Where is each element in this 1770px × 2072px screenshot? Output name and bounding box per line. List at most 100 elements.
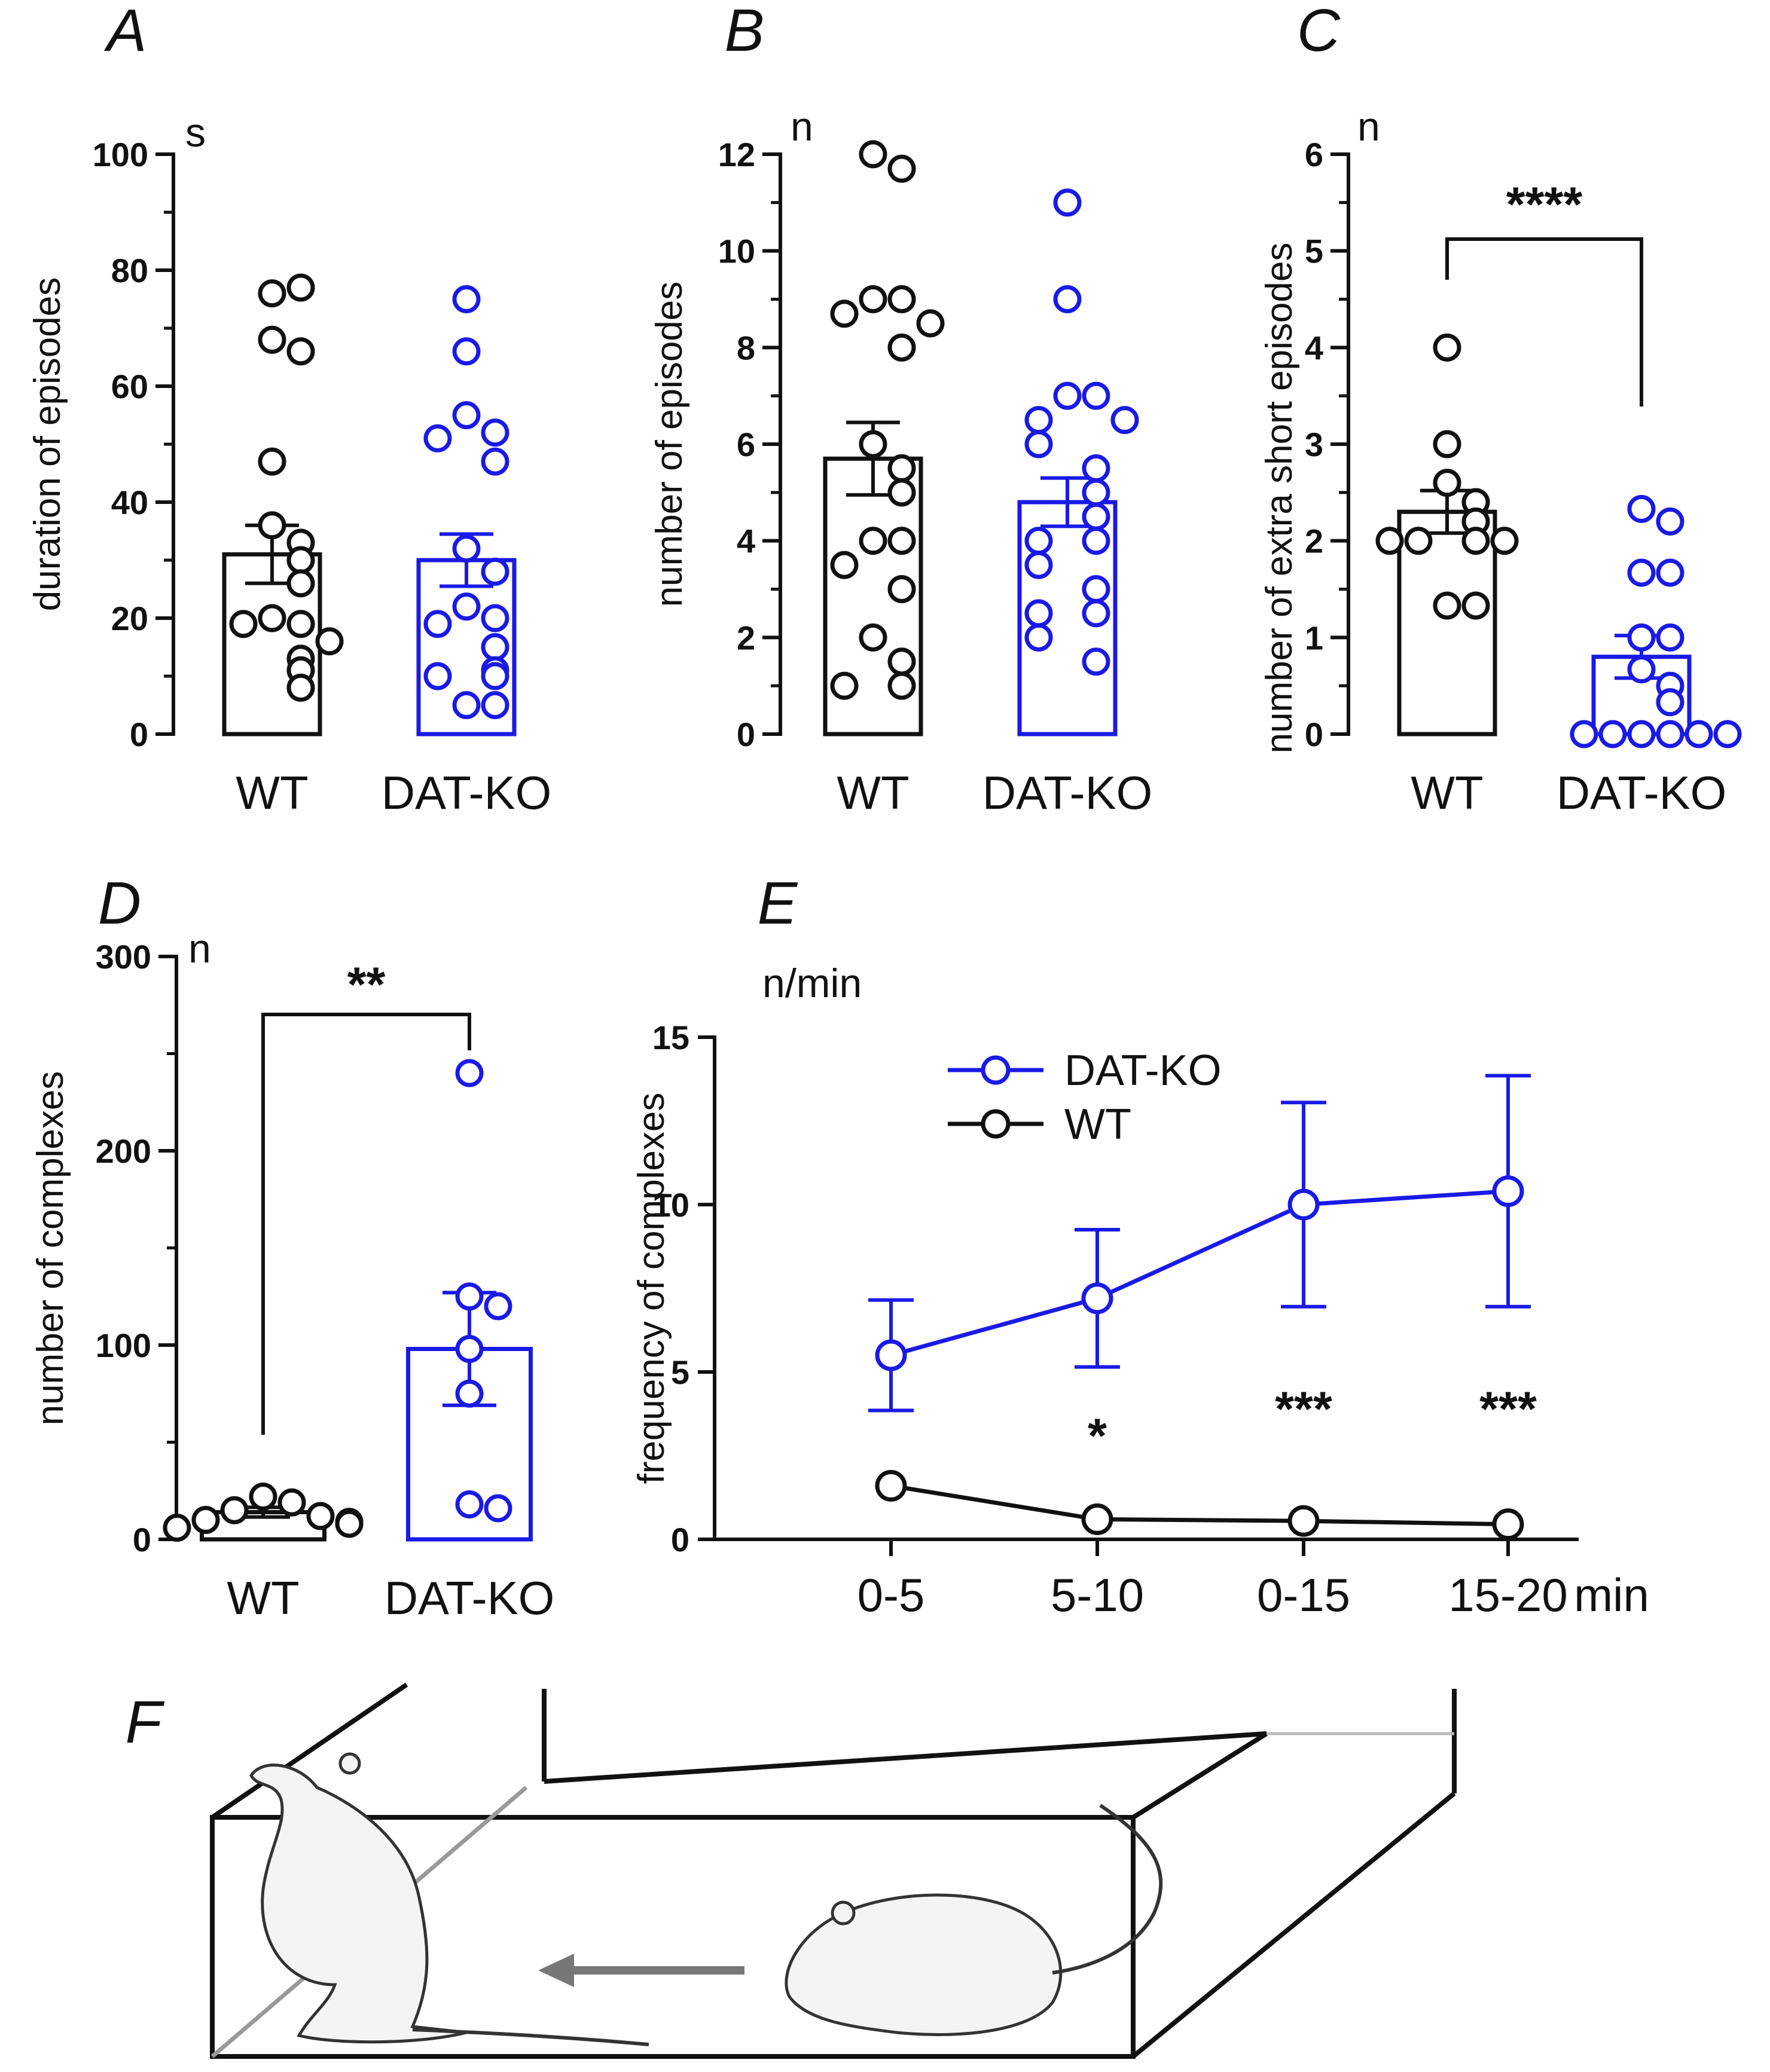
data-point xyxy=(1656,623,1684,652)
data-point xyxy=(830,551,859,579)
rat-rearing-tail xyxy=(412,2028,649,2046)
data-point xyxy=(423,424,452,453)
data-point xyxy=(916,309,945,338)
data-point xyxy=(1287,1188,1320,1221)
y-tick-label: 12 xyxy=(718,136,755,173)
data-point xyxy=(887,575,916,603)
box-front-face xyxy=(210,1815,1136,2059)
data-point xyxy=(306,1502,335,1530)
data-point xyxy=(481,557,509,586)
data-point xyxy=(1082,502,1110,531)
y-axis-title: number of complexes xyxy=(30,1071,71,1426)
data-point xyxy=(1656,720,1684,748)
panel-e: En/min 0 5 10 15 frequency of complexes 0-5 5-1… xyxy=(631,870,1649,1621)
x-tick-label: 0-5 xyxy=(857,1569,925,1621)
unit-label: n/min xyxy=(762,961,862,1006)
y-tick-label: 0 xyxy=(130,716,148,753)
data-point xyxy=(455,1335,484,1363)
data-point xyxy=(220,1496,249,1524)
legend-label: WT xyxy=(1064,1101,1131,1148)
data-point xyxy=(1598,720,1627,748)
data-point xyxy=(887,154,916,183)
rat-walking-icon xyxy=(785,1804,1163,2036)
significance-bracket xyxy=(1445,237,1643,407)
panel-label: F xyxy=(125,1689,164,1756)
data-point xyxy=(258,325,286,354)
data-point xyxy=(481,604,509,632)
data-point xyxy=(1024,406,1053,435)
data-point xyxy=(481,418,509,447)
data-point xyxy=(286,546,315,574)
data-point xyxy=(887,527,916,555)
y-tick-label: 80 xyxy=(111,252,148,289)
x-category-label: DAT-KO xyxy=(384,1572,555,1624)
significance-label: *** xyxy=(1479,1382,1537,1437)
y-tick-label: 10 xyxy=(652,1186,689,1224)
data-point xyxy=(286,673,315,702)
data-point xyxy=(1082,454,1110,482)
data-point xyxy=(1082,527,1110,555)
x-axis-unit: min xyxy=(1574,1569,1649,1621)
box-edge xyxy=(210,1682,408,1820)
x-category-label: DAT-KO xyxy=(382,766,552,819)
data-point xyxy=(191,1506,220,1534)
data-point xyxy=(1627,655,1656,684)
unit-label: n xyxy=(188,926,211,971)
data-point xyxy=(1081,1282,1113,1315)
box-edge xyxy=(1131,1731,1268,1820)
data-point xyxy=(423,662,452,690)
y-tick-label: 10 xyxy=(718,233,755,270)
panel-label: D xyxy=(98,870,141,937)
panel-label: E xyxy=(758,870,798,937)
rat-rearing-ear xyxy=(338,1752,361,1775)
legend-label: DAT-KO xyxy=(1064,1047,1222,1095)
data-point xyxy=(1082,575,1110,603)
y-tick-label: 8 xyxy=(737,329,755,366)
data-point xyxy=(315,627,344,656)
data-point xyxy=(887,478,916,507)
data-point xyxy=(1656,507,1684,536)
data-point xyxy=(1404,527,1433,555)
unit-label: s xyxy=(185,110,206,155)
rat-walking-tail xyxy=(1052,1804,1163,1975)
data-point xyxy=(1627,623,1656,652)
data-point xyxy=(452,401,481,429)
data-point xyxy=(859,430,887,459)
data-point xyxy=(1024,430,1053,459)
y-tick-label: 3 xyxy=(1305,426,1323,463)
y-tick-label: 0 xyxy=(671,1521,689,1558)
data-point xyxy=(1082,478,1110,507)
data-point xyxy=(1082,599,1110,628)
data-point xyxy=(1492,1175,1524,1208)
data-point xyxy=(887,333,916,362)
y-tick-label: 2 xyxy=(737,619,755,656)
panel-a: As 0 20 40 60 80 100 duration of episodes WT DAT-… xyxy=(27,0,551,819)
data-point xyxy=(1433,430,1461,459)
data-point xyxy=(1433,469,1461,497)
panel-c: Cn 0 1 2 3 4 5 6 number of extra short episodes W… xyxy=(1259,0,1742,819)
x-category-label: WT xyxy=(227,1572,299,1624)
data-point xyxy=(335,1509,364,1538)
data-point xyxy=(875,1469,907,1502)
data-point xyxy=(1110,406,1139,435)
y-axis-title: duration of episodes xyxy=(27,277,68,611)
rat-walking-ear xyxy=(831,1900,856,1926)
data-point xyxy=(1492,1508,1524,1541)
data-point xyxy=(859,140,887,169)
data-point xyxy=(258,279,286,308)
data-point xyxy=(455,1490,484,1518)
data-point xyxy=(423,610,452,638)
series-line-dat-ko xyxy=(890,1189,1509,1358)
data-point xyxy=(455,1059,484,1087)
data-point xyxy=(1570,720,1598,748)
data-point xyxy=(859,527,887,555)
box-edge xyxy=(1131,1791,1456,2059)
data-point xyxy=(1627,720,1656,748)
data-point xyxy=(1375,527,1404,555)
panel-label: A xyxy=(104,0,147,64)
data-point xyxy=(277,1488,306,1517)
significance-label: ** xyxy=(347,958,386,1012)
data-point xyxy=(1024,623,1053,652)
data-point xyxy=(1082,381,1110,410)
y-tick-label: 40 xyxy=(111,484,148,521)
